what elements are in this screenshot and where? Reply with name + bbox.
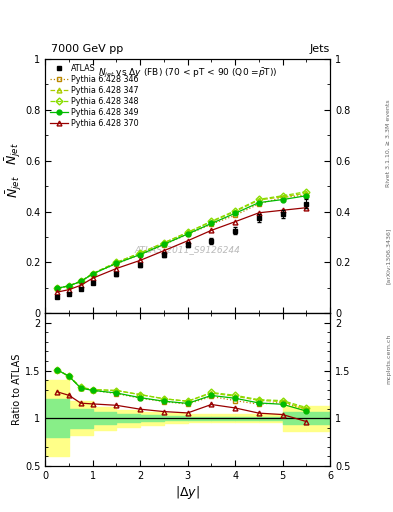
Line: Pythia 6.428 349: Pythia 6.428 349 (55, 194, 309, 291)
Text: $N_{jet}$ vs $\Delta y$ (FB) (70 < pT < 90 (Q0 =$\bar{p}$T)): $N_{jet}$ vs $\Delta y$ (FB) (70 < pT < … (98, 67, 277, 79)
Pythia 6.428 349 (162, 241, 166, 247)
Y-axis label: Ratio to ATLAS: Ratio to ATLAS (12, 354, 22, 425)
Pythia 6.428 348 (114, 259, 119, 265)
Pythia 6.428 346 (114, 261, 119, 267)
Pythia 6.428 370 (66, 287, 71, 293)
Text: $\bar{N}_{jet}$: $\bar{N}_{jet}$ (4, 142, 24, 165)
Pythia 6.428 346 (257, 201, 261, 207)
Pythia 6.428 370 (138, 258, 143, 264)
Pythia 6.428 347 (114, 259, 119, 265)
Pythia 6.428 346 (66, 283, 71, 289)
Pythia 6.428 348 (90, 270, 95, 276)
Pythia 6.428 348 (257, 196, 261, 202)
Pythia 6.428 346 (90, 271, 95, 277)
Text: 7000 GeV pp: 7000 GeV pp (51, 44, 123, 54)
Pythia 6.428 347 (66, 283, 71, 289)
Pythia 6.428 349 (90, 271, 95, 277)
Pythia 6.428 348 (304, 188, 309, 195)
Pythia 6.428 370 (162, 248, 166, 254)
Pythia 6.428 370 (233, 219, 237, 225)
Pythia 6.428 347 (257, 197, 261, 203)
Pythia 6.428 347 (185, 229, 190, 236)
Pythia 6.428 346 (209, 221, 214, 227)
Text: Jets: Jets (310, 44, 330, 54)
Pythia 6.428 347 (304, 190, 309, 196)
Pythia 6.428 347 (233, 208, 237, 215)
Pythia 6.428 346 (162, 242, 166, 248)
Pythia 6.428 346 (138, 252, 143, 258)
Pythia 6.428 346 (304, 192, 309, 198)
Pythia 6.428 347 (162, 240, 166, 246)
Pythia 6.428 349 (66, 283, 71, 289)
Text: ATLAS_2011_S9126244: ATLAS_2011_S9126244 (135, 245, 241, 254)
Pythia 6.428 370 (79, 282, 83, 288)
Y-axis label: $\bar{N}_{jet}$: $\bar{N}_{jet}$ (4, 175, 24, 198)
Pythia 6.428 349 (233, 210, 237, 217)
Line: Pythia 6.428 348: Pythia 6.428 348 (55, 189, 309, 291)
Pythia 6.428 370 (257, 210, 261, 216)
Pythia 6.428 348 (280, 193, 285, 199)
Pythia 6.428 349 (138, 251, 143, 258)
Pythia 6.428 370 (304, 205, 309, 211)
Pythia 6.428 348 (79, 278, 83, 284)
Pythia 6.428 349 (55, 285, 59, 291)
Pythia 6.428 347 (90, 270, 95, 276)
Pythia 6.428 346 (280, 195, 285, 201)
Pythia 6.428 370 (209, 227, 214, 233)
Pythia 6.428 346 (55, 285, 59, 291)
Pythia 6.428 348 (233, 208, 237, 214)
Pythia 6.428 370 (280, 207, 285, 214)
Pythia 6.428 370 (114, 265, 119, 271)
X-axis label: $|\Delta y|$: $|\Delta y|$ (175, 483, 200, 501)
Pythia 6.428 349 (280, 197, 285, 203)
Pythia 6.428 348 (209, 218, 214, 224)
Text: mcplots.cern.ch: mcplots.cern.ch (386, 333, 391, 383)
Pythia 6.428 349 (257, 200, 261, 206)
Pythia 6.428 348 (138, 250, 143, 256)
Line: Pythia 6.428 370: Pythia 6.428 370 (55, 205, 309, 294)
Pythia 6.428 347 (79, 279, 83, 285)
Pythia 6.428 348 (185, 229, 190, 236)
Pythia 6.428 347 (280, 194, 285, 200)
Pythia 6.428 349 (209, 220, 214, 226)
Pythia 6.428 370 (55, 289, 59, 295)
Pythia 6.428 370 (185, 238, 190, 244)
Pythia 6.428 347 (209, 219, 214, 225)
Pythia 6.428 348 (66, 283, 71, 289)
Legend: ATLAS, Pythia 6.428 346, Pythia 6.428 347, Pythia 6.428 348, Pythia 6.428 349, P: ATLAS, Pythia 6.428 346, Pythia 6.428 34… (48, 62, 140, 130)
Pythia 6.428 347 (138, 250, 143, 256)
Pythia 6.428 349 (185, 231, 190, 237)
Pythia 6.428 346 (79, 279, 83, 285)
Line: Pythia 6.428 346: Pythia 6.428 346 (55, 193, 309, 291)
Pythia 6.428 370 (90, 275, 95, 281)
Pythia 6.428 348 (55, 285, 59, 291)
Line: Pythia 6.428 347: Pythia 6.428 347 (55, 191, 309, 291)
Pythia 6.428 347 (55, 285, 59, 291)
Text: Rivet 3.1.10, ≥ 3.3M events: Rivet 3.1.10, ≥ 3.3M events (386, 99, 391, 187)
Pythia 6.428 348 (162, 240, 166, 246)
Pythia 6.428 346 (185, 231, 190, 238)
Pythia 6.428 349 (79, 279, 83, 285)
Pythia 6.428 346 (233, 212, 237, 219)
Pythia 6.428 349 (114, 260, 119, 266)
Pythia 6.428 349 (304, 193, 309, 199)
Text: [arXiv:1306.3436]: [arXiv:1306.3436] (386, 228, 391, 284)
